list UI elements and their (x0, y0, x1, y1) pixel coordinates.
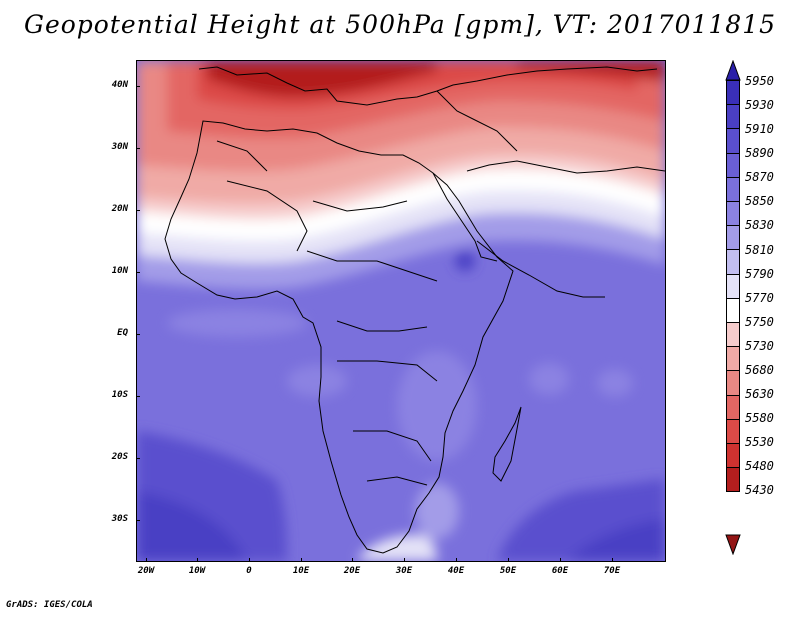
colorbar-label: 5770 (745, 290, 774, 305)
colorbar-label: 5950 (745, 74, 774, 88)
map-panel (136, 60, 666, 562)
lon-label: 20E (343, 566, 361, 576)
lat-label: 30N (111, 142, 128, 152)
colorbar-frame (725, 60, 741, 555)
geopotential-field (137, 61, 665, 561)
lon-label: 60E (551, 566, 569, 576)
lat-tick (136, 396, 140, 397)
lon-label: 70E (603, 566, 621, 576)
colorbar-cell (726, 443, 740, 469)
colorbar-cell (726, 370, 740, 396)
lon-label: 10W (188, 566, 206, 576)
lon-label: 20W (137, 566, 155, 576)
lon-tick (456, 558, 457, 562)
lon-tick (560, 558, 561, 562)
lat-tick (136, 520, 140, 521)
colorbar-label: 5430 (745, 483, 774, 498)
lat-label: 30S (111, 514, 128, 524)
lat-label: 20N (111, 204, 128, 214)
lon-tick (352, 558, 353, 562)
colorbar-label: 5910 (745, 122, 774, 137)
lat-label: 10N (111, 266, 128, 276)
lat-label: 40N (111, 80, 128, 90)
lon-tick (146, 558, 147, 562)
colorbar-cell (726, 128, 740, 154)
colorbar-cell (726, 80, 740, 106)
colorbar-cell (726, 249, 740, 275)
colorbar-cell (726, 322, 740, 348)
colorbar-label: 5530 (745, 435, 774, 450)
colorbar-label: 5810 (745, 242, 774, 257)
colorbar-cell (726, 467, 740, 493)
lat-tick (136, 458, 140, 459)
colorbar-cell (726, 418, 740, 444)
colorbar-label: 5730 (745, 338, 774, 353)
colorbar-cell (726, 201, 740, 227)
colorbar-cell (726, 176, 740, 202)
colorbar-cell (726, 394, 740, 420)
lon-label: 50E (499, 566, 517, 576)
colorbar-min-arrow (725, 534, 741, 555)
lon-tick (301, 558, 302, 562)
colorbar-max-arrow (725, 60, 741, 81)
lon-tick (404, 558, 405, 562)
lon-label: 10E (292, 566, 310, 576)
coastlines (164, 66, 665, 554)
lon-label: 0 (246, 566, 252, 576)
colorbar-label: 5480 (745, 459, 774, 474)
colorbar-label: 5890 (745, 146, 774, 161)
lat-tick (136, 148, 140, 149)
colorbar-label: 5580 (745, 411, 774, 426)
colorbar-label: 5750 (745, 314, 774, 329)
colorbar-cell (726, 225, 740, 251)
lat-tick (136, 210, 140, 211)
credit-label: GrADS: IGES/COLA (6, 600, 93, 610)
colorbar-label: 5830 (745, 218, 774, 233)
colorbar-cell (726, 104, 740, 130)
lat-tick (136, 86, 140, 87)
lat-label: 20S (111, 452, 128, 462)
chart-title: Geopotential Height at 500hPa [gpm], VT:… (23, 10, 777, 39)
lat-tick (136, 272, 140, 273)
colorbar-label: 5850 (745, 194, 774, 209)
colorbar-cell (726, 297, 740, 323)
colorbar-label: 5930 (745, 98, 774, 113)
colorbar-label: 5630 (745, 387, 774, 402)
lon-label: 40E (447, 566, 465, 576)
lon-tick (508, 558, 509, 562)
colorbar: 5950 5930 5910 5890 5870 5850 5830 5810 5790 5770… (725, 60, 785, 555)
colorbar-cell (726, 273, 740, 299)
lat-label: 10S (111, 390, 128, 400)
lon-tick (197, 558, 198, 562)
lon-tick (249, 558, 250, 562)
lon-label: 30E (395, 566, 413, 576)
colorbar-label: 5870 (745, 170, 774, 185)
lat-tick (136, 334, 140, 335)
colorbar-cell (726, 152, 740, 178)
lon-tick (612, 558, 613, 562)
lat-label: EQ (117, 328, 128, 338)
colorbar-label: 5680 (745, 362, 774, 377)
colorbar-cell (726, 346, 740, 372)
colorbar-label: 5790 (745, 266, 774, 281)
